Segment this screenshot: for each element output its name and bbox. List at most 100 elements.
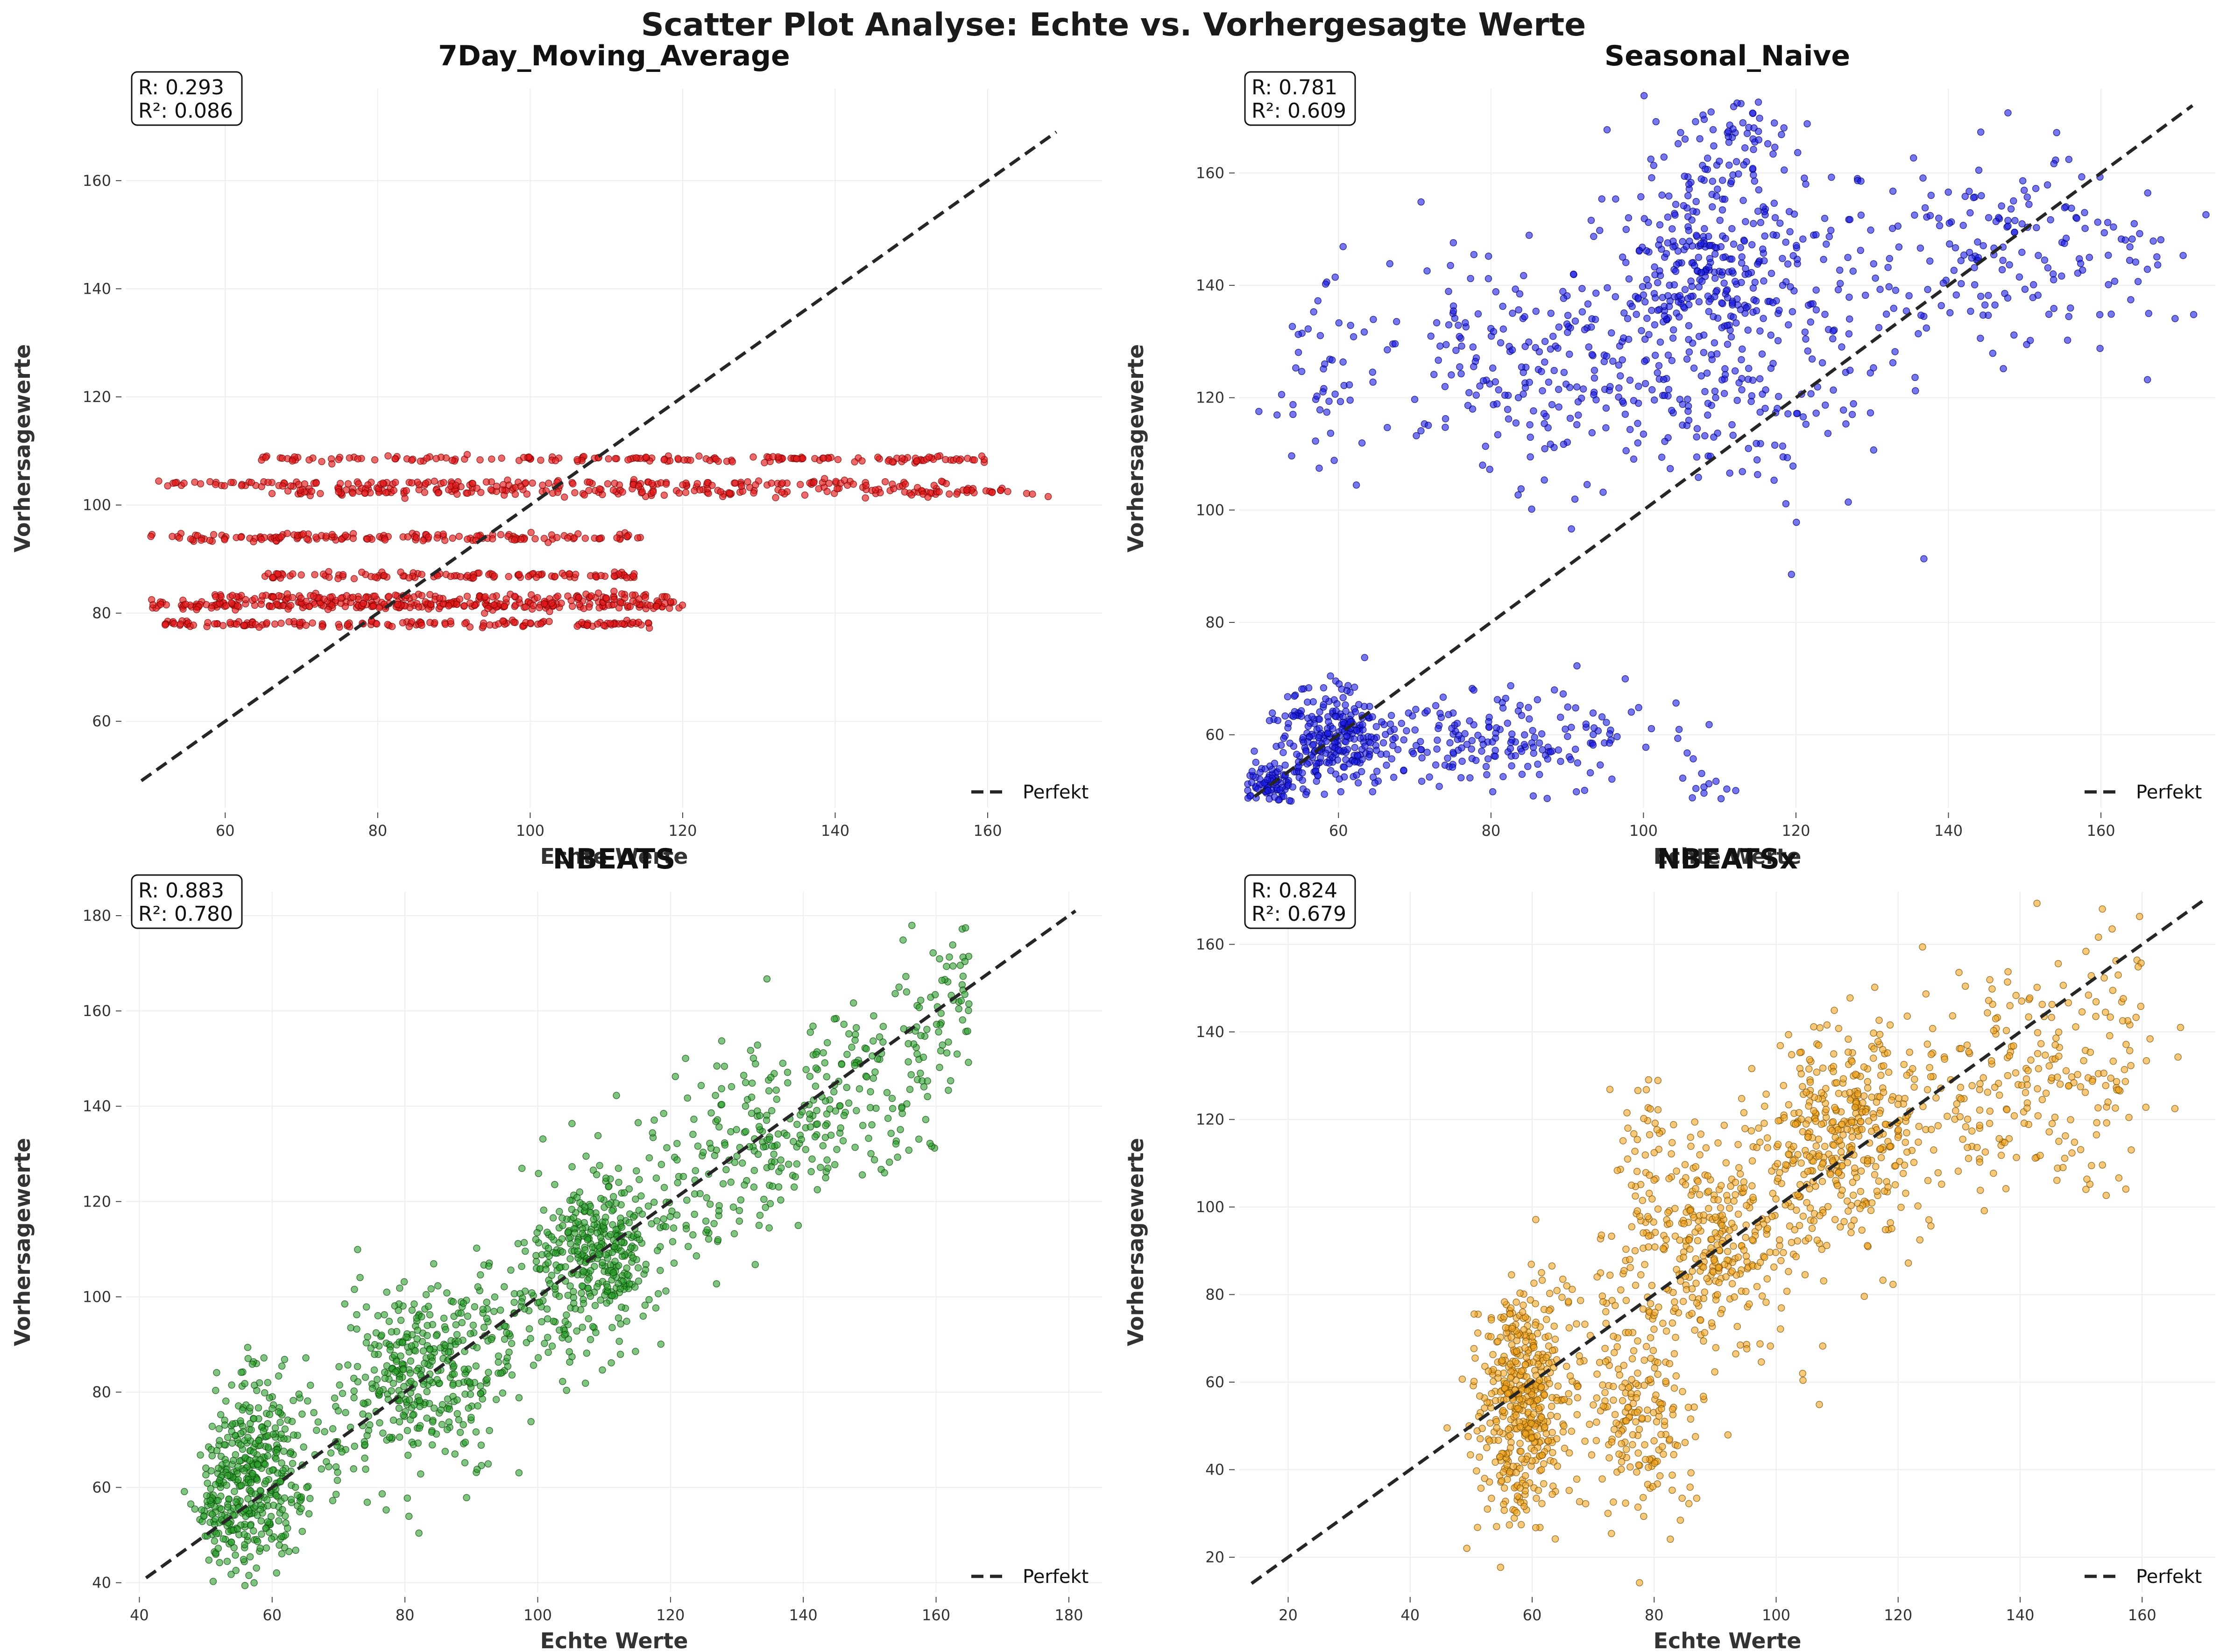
- scatter-point: [1289, 410, 1297, 418]
- scatter-point: [1497, 339, 1505, 346]
- scatter-point: [177, 620, 184, 628]
- scatter-point: [1424, 422, 1432, 429]
- scatter-point: [1589, 741, 1597, 749]
- scatter-point: [391, 1368, 399, 1376]
- scatter-point: [1743, 130, 1751, 137]
- scatter-point: [564, 1228, 572, 1236]
- y-tick-label: 100: [1196, 1198, 1224, 1216]
- legend-label: Perfekt: [1023, 1566, 1089, 1588]
- scatter-point: [806, 1029, 814, 1036]
- scatter-point: [438, 1421, 446, 1428]
- x-tick-label: 20: [1279, 1606, 1298, 1624]
- scatter-point: [892, 1140, 900, 1148]
- scatter-point: [836, 1102, 844, 1109]
- scatter-point: [535, 1170, 542, 1177]
- scatter-point: [198, 1506, 205, 1514]
- scatter-point: [422, 480, 430, 487]
- scatter-point: [717, 488, 725, 496]
- scatter-point: [593, 1283, 601, 1291]
- scatter-point: [278, 1532, 285, 1540]
- scatter-point: [1478, 747, 1485, 755]
- scatter-point: [597, 1296, 604, 1304]
- scatter-point: [618, 1303, 625, 1311]
- scatter-point: [362, 594, 369, 602]
- scatter-point: [1555, 386, 1562, 393]
- scatter-point: [581, 1379, 589, 1387]
- scatter-point: [1499, 303, 1506, 310]
- scatter-point: [1696, 135, 1704, 143]
- scatter-point: [2044, 264, 2052, 272]
- scatter-point: [273, 1449, 280, 1456]
- scatter-point: [1977, 334, 1984, 342]
- scatter-point: [495, 1352, 502, 1360]
- scatter-point: [1946, 309, 1954, 317]
- scatter-point: [347, 1324, 354, 1332]
- scatter-point: [765, 1136, 773, 1143]
- scatter-point: [584, 1276, 592, 1284]
- scatter-point: [294, 1491, 301, 1499]
- scatter-point: [1271, 793, 1279, 801]
- scatter-point: [1513, 1299, 1520, 1306]
- scatter-point: [934, 453, 941, 460]
- scatter-point: [581, 535, 589, 542]
- scatter-point: [715, 1123, 723, 1131]
- scatter-point: [1448, 725, 1456, 732]
- scatter-point: [238, 1482, 245, 1490]
- scatter-point: [830, 1015, 838, 1023]
- scatter-point: [1669, 326, 1677, 334]
- scatter-point: [207, 1485, 215, 1492]
- scatter-point: [917, 1069, 924, 1077]
- scatter-point: [416, 1397, 423, 1405]
- scatter-point: [182, 600, 190, 608]
- scatter-point: [353, 1311, 361, 1319]
- scatter-point: [1526, 715, 1533, 723]
- scatter-point: [602, 594, 610, 602]
- scatter-point: [1573, 383, 1581, 391]
- scatter-point: [367, 1344, 375, 1352]
- scatter-point: [638, 488, 646, 496]
- scatter-point: [1709, 177, 1717, 185]
- scatter-point: [649, 488, 657, 496]
- y-tick-label: 160: [83, 1002, 111, 1020]
- scatter-point: [1286, 797, 1294, 805]
- scatter-point: [2004, 109, 2012, 117]
- scatter-point: [1999, 256, 2007, 264]
- scatter-point: [469, 1321, 477, 1329]
- scatter-point: [1445, 288, 1452, 295]
- scatter-point: [1492, 747, 1499, 754]
- scatter-point: [520, 1239, 528, 1247]
- scatter-point: [1313, 392, 1321, 400]
- scatter-point: [1286, 739, 1294, 747]
- scatter-point: [706, 1200, 714, 1208]
- scatter-point: [521, 1305, 529, 1313]
- scatter-point: [1666, 465, 1674, 473]
- scatter-point: [580, 1268, 587, 1276]
- scatter-point: [1479, 741, 1487, 748]
- scatter-point: [1971, 281, 1979, 289]
- scatter-point: [1264, 776, 1271, 784]
- scatter-point: [508, 1340, 516, 1347]
- scatter-point: [683, 1196, 691, 1204]
- scatter-point: [2065, 313, 2072, 320]
- scatter-point: [496, 1306, 504, 1314]
- scatter-point: [213, 1369, 220, 1377]
- scatter-point: [339, 1390, 346, 1397]
- scatter-point: [1520, 272, 1527, 280]
- scatter-point: [1337, 788, 1345, 796]
- x-tick-label: 100: [523, 1606, 552, 1624]
- scatter-point: [2020, 186, 2028, 194]
- scatter-point: [812, 1064, 820, 1072]
- scatter-point: [221, 482, 228, 490]
- scatter-point: [1244, 787, 1251, 794]
- scatter-point: [1688, 216, 1696, 224]
- scatter-point: [232, 1551, 239, 1559]
- scatter-point: [361, 1373, 369, 1381]
- scatter-point: [1310, 308, 1317, 316]
- scatter-point: [713, 1280, 721, 1288]
- scatter-point: [1892, 287, 1900, 294]
- scatter-point: [580, 491, 588, 499]
- scatter-point: [594, 589, 602, 597]
- scatter-point: [871, 486, 879, 494]
- scatter-point: [180, 480, 188, 487]
- scatter-point: [1916, 244, 1924, 252]
